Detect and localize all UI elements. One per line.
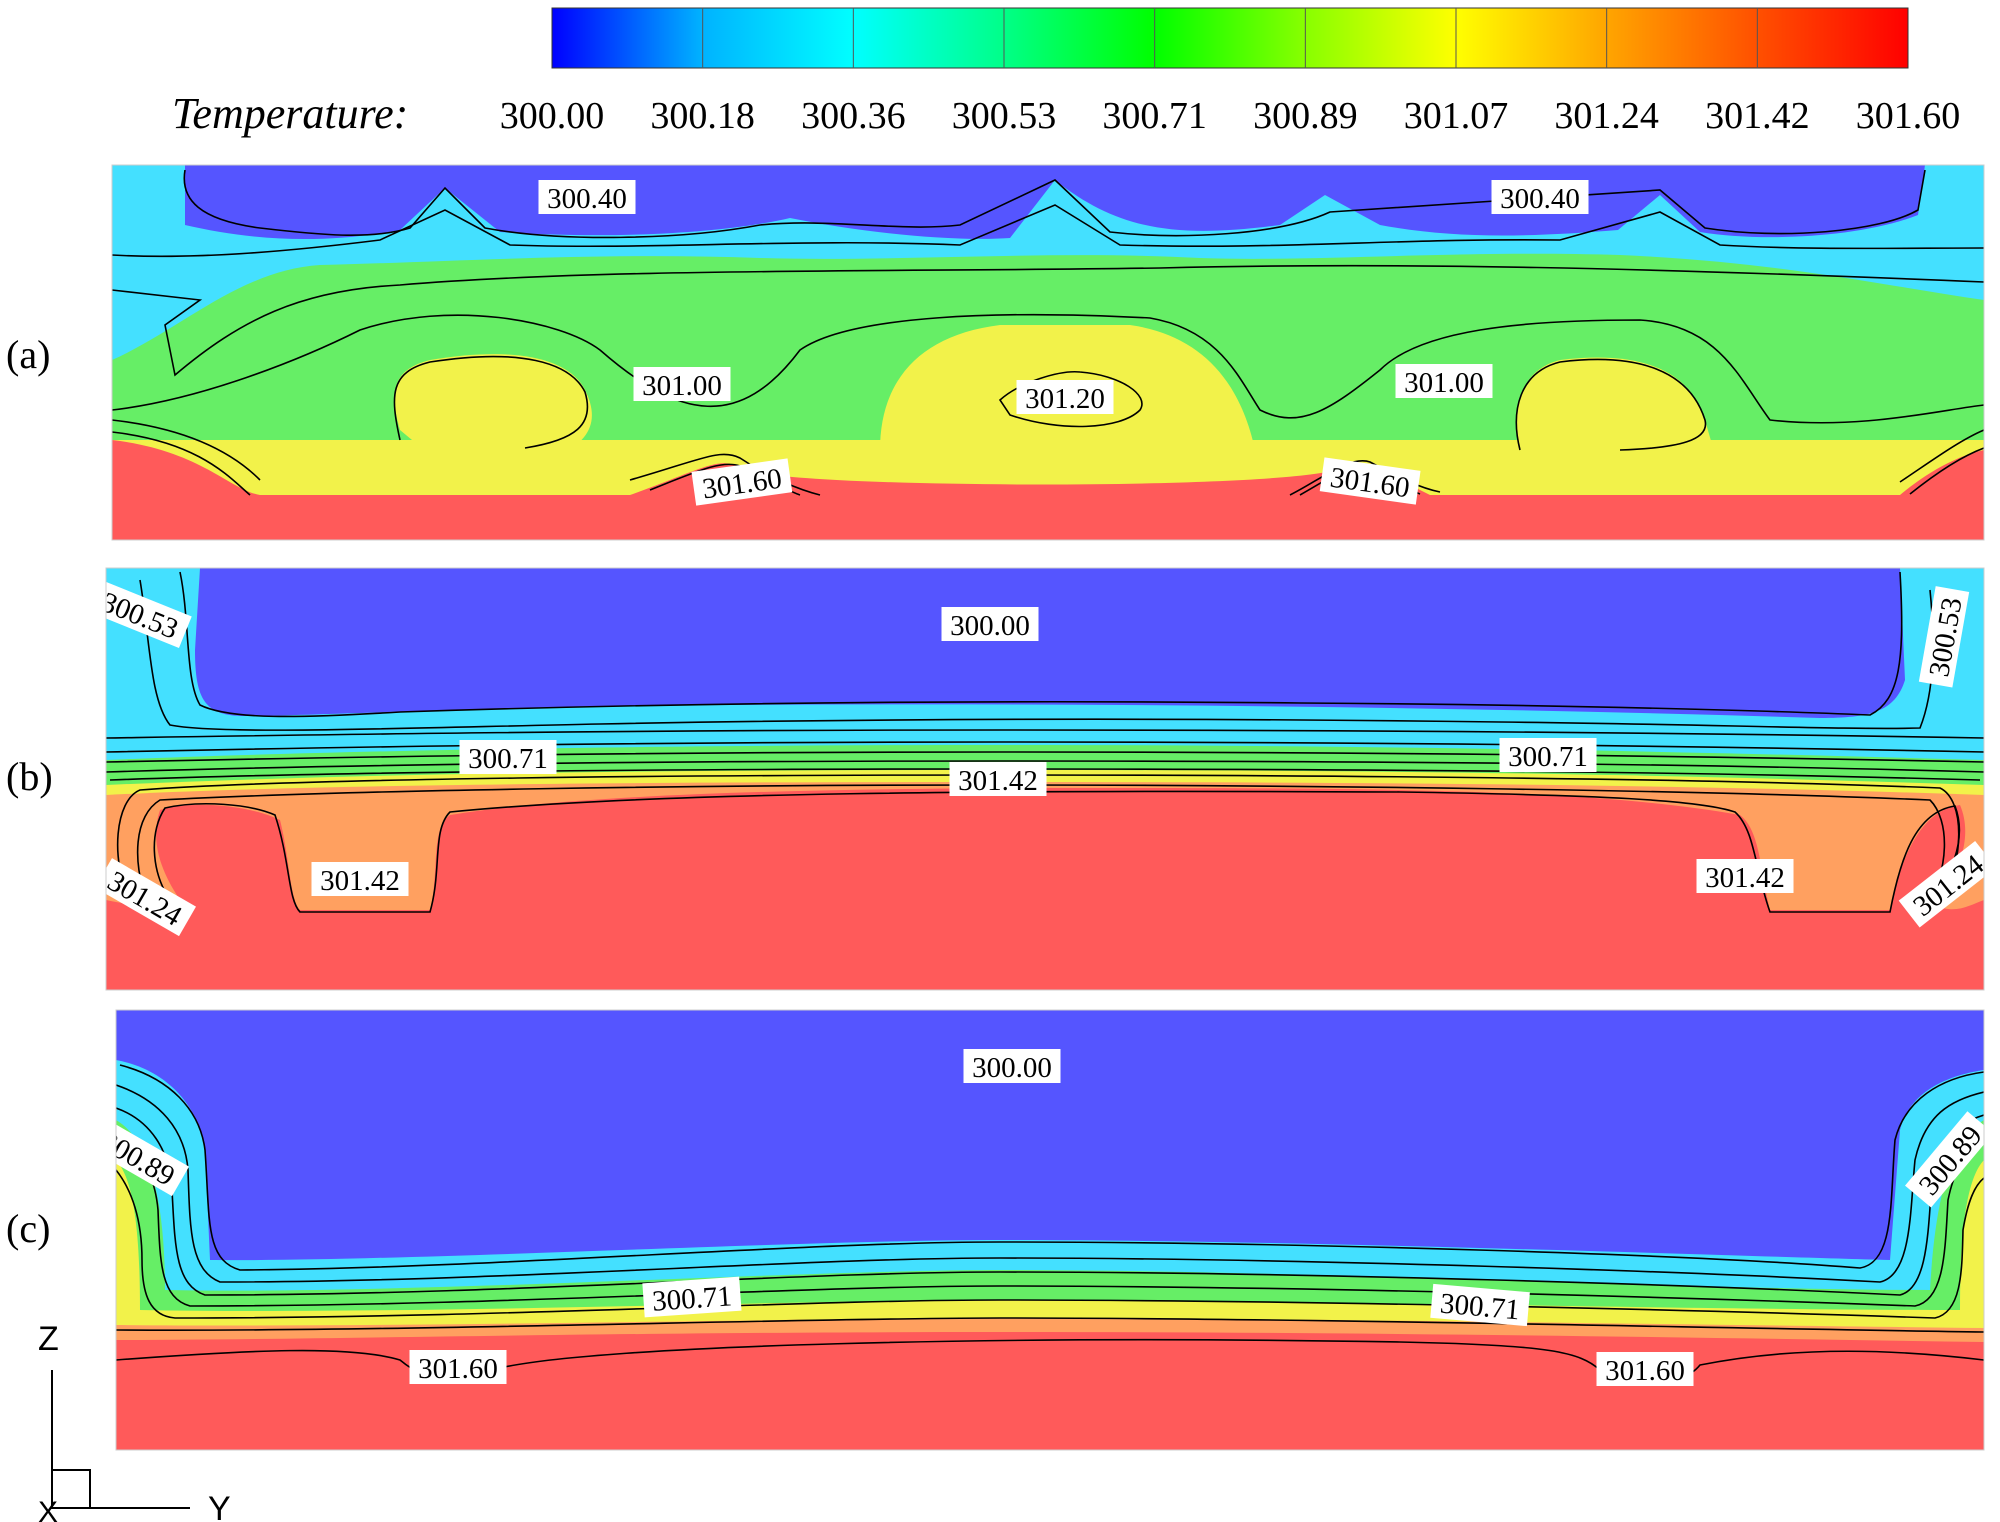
contour-label-text: 301.60 — [418, 1353, 498, 1385]
contour-label-text: 301.42 — [1705, 862, 1785, 894]
contour-label-box — [106, 858, 197, 937]
contour-label-text: 300.00 — [972, 1052, 1052, 1084]
contour-label-box — [1499, 738, 1597, 772]
contour-label-box — [1430, 1283, 1530, 1327]
legend-title: Temperature: — [172, 89, 408, 138]
contour-label-text: 301.00 — [1404, 367, 1484, 399]
contour-label-box — [409, 1350, 507, 1384]
legend-colorbar — [551, 7, 1909, 69]
contour-label: 301.00 — [633, 367, 731, 402]
contour-label-text: 300.71 — [468, 743, 548, 775]
panel-a-warm-left — [394, 354, 592, 455]
contour-label-box — [1016, 380, 1114, 414]
contour-label: 300.71 — [459, 740, 557, 775]
panel-c-frame — [115, 1009, 1985, 1451]
legend-dividers — [702, 8, 1758, 68]
legend-tick-label: 300.00 — [500, 95, 605, 137]
triad-z-label: Z — [38, 1320, 59, 1358]
contour-label-box — [633, 367, 731, 401]
panel-b: (b) 300.53 300.00 300.53300.71301.42300.71… — [6, 567, 1985, 991]
panel-c-hot-region — [116, 1332, 1984, 1450]
contour-label: 301.20 — [1016, 380, 1114, 415]
contour-label-box — [1395, 364, 1493, 398]
legend-tick-label: 301.60 — [1856, 95, 1961, 137]
contour-label-box — [538, 180, 636, 214]
legend-tick-label: 301.42 — [1705, 95, 1810, 137]
contour-label-box — [459, 740, 557, 774]
contour-label: 301.60 — [409, 1350, 507, 1385]
contour-label: 300.00 — [963, 1049, 1061, 1084]
panel-c-contour-lines — [116, 1064, 1984, 1386]
contour-label-box — [1491, 180, 1589, 214]
panel-b-cold-region — [195, 568, 1905, 718]
panel-a-hot-region — [112, 440, 1984, 540]
contour-label-box — [311, 862, 409, 896]
contour-label-text: 301.42 — [320, 865, 400, 897]
color-legend: Temperature: 300.00 300.18 300.36 300.53 300… — [172, 7, 1961, 138]
contour-label: 301.42 — [949, 762, 1047, 797]
panel-a-frame — [111, 164, 1985, 541]
contour-label-text: 301.00 — [642, 370, 722, 402]
panel-a-contour-lines — [112, 169, 1984, 496]
contour-label: 301.60 — [1596, 1352, 1694, 1387]
contour-label-box — [691, 458, 793, 506]
contour-label-text: 300.71 — [651, 1280, 733, 1317]
panel-b-frame — [105, 567, 1985, 991]
panel-b-label: (b) — [6, 754, 53, 799]
contour-label-box — [642, 1276, 742, 1318]
contour-label-box — [941, 607, 1039, 641]
contour-label-box — [1319, 457, 1421, 505]
contour-label-box — [963, 1049, 1061, 1083]
triad-y-label: Y — [208, 1490, 231, 1522]
axes-triad — [51, 1370, 190, 1509]
legend-tick-labels: 300.00 300.18 300.36 300.53 300.71 300.89 301.… — [500, 95, 1961, 137]
legend-tick-label: 300.18 — [650, 95, 755, 137]
contour-label-text: 300.40 — [547, 183, 627, 215]
contour-label-text: 300.71 — [1439, 1288, 1521, 1327]
contour-label: 300.40 — [1491, 180, 1589, 215]
panel-a-warm-right — [1516, 357, 1715, 455]
contour-label-text: 301.20 — [1025, 383, 1105, 415]
contour-label-text: 300.00 — [950, 610, 1030, 642]
contour-label-box — [106, 580, 192, 649]
contour-label-box — [1898, 840, 1984, 928]
triad-origin-box — [51, 1469, 91, 1509]
contour-label-box — [1696, 859, 1794, 893]
legend-tick-label: 300.53 — [952, 95, 1057, 137]
contour-label-box — [116, 1118, 190, 1197]
legend-tick-label: 301.07 — [1404, 95, 1509, 137]
contour-label-text: 300.40 — [1500, 183, 1580, 215]
panel-b-contour-lines — [106, 571, 1984, 913]
contour-label-box — [949, 762, 1047, 796]
contour-label-box — [1596, 1352, 1694, 1386]
legend-tick-label: 300.89 — [1253, 95, 1358, 137]
legend-tick-label: 300.71 — [1102, 95, 1207, 137]
contour-label: 300.71 — [1430, 1283, 1530, 1327]
panel-b-hot-region — [106, 788, 1984, 990]
panel-a-label: (a) — [6, 332, 50, 377]
contour-label: 301.42 — [1696, 859, 1794, 894]
contour-label: 301.00 — [1395, 364, 1493, 399]
contour-label: 300.71 — [1499, 738, 1597, 773]
contour-label: 300.00 — [941, 607, 1039, 642]
contour-label: 300.71 — [642, 1276, 742, 1318]
contour-label: 301.42 — [311, 862, 409, 897]
legend-tick-label: 301.24 — [1554, 95, 1659, 137]
contour-label-box — [1905, 1111, 1984, 1208]
contour-label-box — [1918, 586, 1970, 688]
contour-label: 300.40 — [538, 180, 636, 215]
contour-label-text: 301.60 — [1605, 1355, 1685, 1387]
triad-x-label: X — [38, 1496, 58, 1522]
legend-tick-label: 300.36 — [801, 95, 906, 137]
contour-label-text: 301.42 — [958, 765, 1038, 797]
contour-label-text: 300.71 — [1508, 741, 1588, 773]
panel-c-label: (c) — [6, 1206, 50, 1251]
